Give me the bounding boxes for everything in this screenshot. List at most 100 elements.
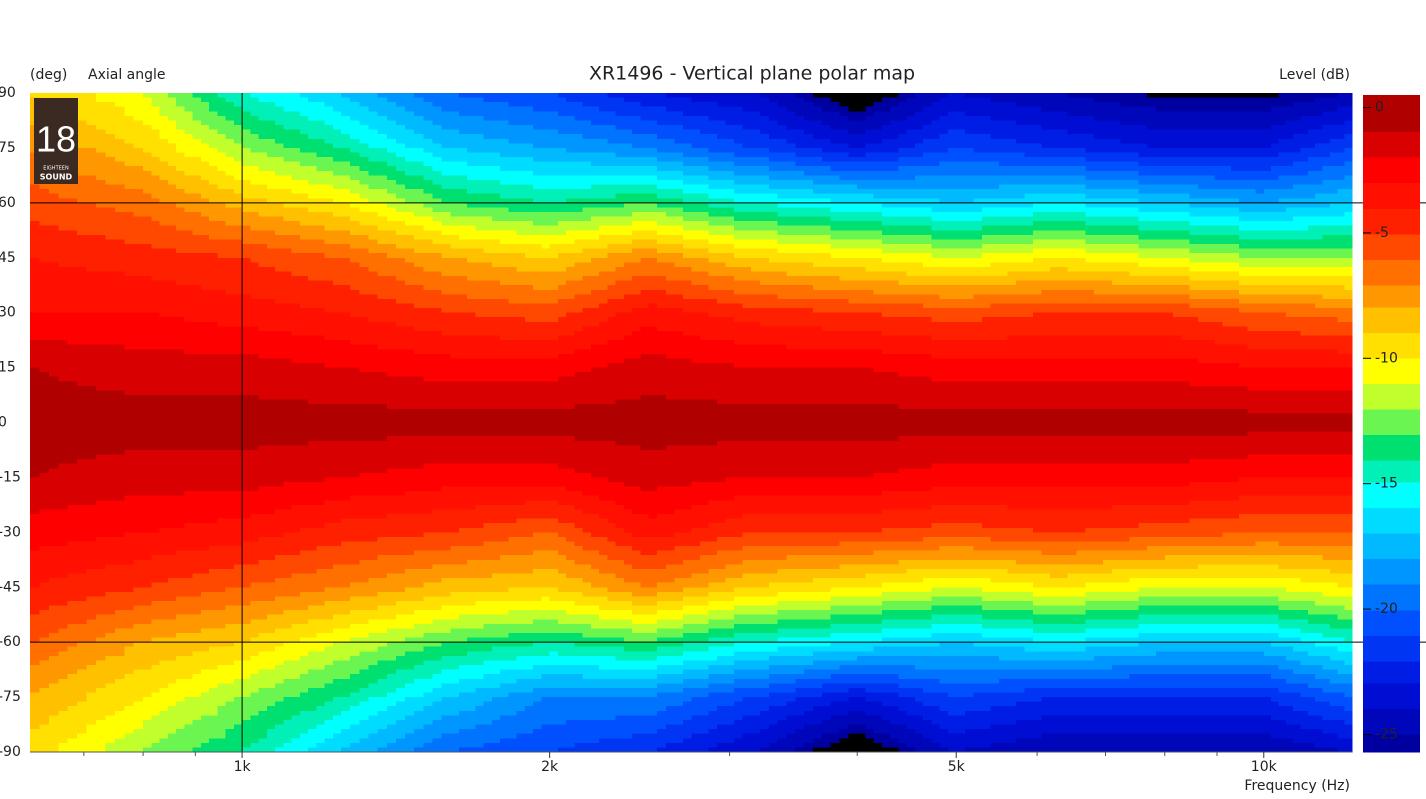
cell: [124, 134, 135, 140]
cell: [332, 106, 342, 112]
cell: [691, 234, 701, 241]
cell: [665, 253, 675, 259]
cell: [557, 207, 567, 213]
cell: [865, 115, 875, 122]
cell: [258, 152, 268, 158]
cell: [1285, 175, 1294, 181]
cell: [1007, 170, 1017, 176]
cell: [167, 143, 177, 149]
cell: [467, 221, 476, 227]
cell: [30, 193, 41, 199]
cell: [1164, 147, 1174, 154]
cell: [1263, 97, 1272, 103]
cell: [95, 230, 106, 236]
cell: [39, 225, 50, 231]
cell: [1085, 138, 1095, 144]
cell: [1214, 134, 1224, 140]
cell: [291, 106, 301, 112]
cell: [795, 225, 805, 231]
cell: [233, 193, 243, 199]
cell: [151, 225, 161, 231]
cell: [368, 202, 379, 209]
cell: [275, 157, 284, 163]
cell: [368, 134, 379, 140]
cell: [751, 207, 761, 213]
cell: [804, 166, 814, 172]
cell: [582, 134, 592, 140]
cell: [1085, 198, 1095, 204]
cell: [86, 97, 97, 103]
cell: [890, 170, 900, 176]
cell: [86, 166, 97, 172]
cell: [233, 93, 243, 99]
cell: [973, 106, 983, 112]
cell: [607, 221, 617, 227]
cell: [1307, 134, 1316, 140]
cell: [751, 152, 761, 158]
cell: [533, 138, 543, 144]
cell: [332, 157, 342, 163]
cell: [804, 97, 814, 103]
cell: [848, 234, 858, 241]
cell: [475, 115, 485, 122]
cell: [368, 125, 379, 131]
cell: [708, 125, 718, 131]
cell: [1016, 161, 1026, 167]
cell: [491, 120, 501, 126]
cell: [557, 248, 567, 254]
cell: [760, 216, 770, 222]
cell: [1033, 166, 1043, 172]
cell: [1271, 166, 1280, 172]
cell: [760, 207, 770, 213]
cell: [395, 253, 406, 259]
cell: [1085, 129, 1095, 135]
cell: [377, 134, 388, 140]
cell: [1189, 115, 1199, 122]
cell: [143, 106, 152, 112]
cell: [1239, 129, 1248, 135]
cell: [590, 97, 600, 103]
cell: [200, 207, 210, 213]
cell: [1173, 147, 1182, 154]
cell: [848, 129, 858, 135]
cell: [682, 239, 692, 245]
cell: [368, 147, 379, 154]
cell: [1164, 184, 1174, 190]
cell: [1255, 184, 1265, 190]
cell: [1024, 147, 1034, 154]
cell: [500, 157, 509, 163]
cell: [483, 138, 493, 144]
cell: [1278, 97, 1287, 103]
cell: [640, 198, 650, 204]
cell: [898, 221, 908, 227]
cell: [1050, 106, 1060, 112]
cell: [316, 166, 326, 172]
cell: [500, 216, 509, 222]
cell: [1111, 111, 1122, 117]
cell: [217, 216, 227, 222]
cell: [708, 161, 718, 167]
cell: [225, 129, 235, 135]
cell: [760, 193, 770, 199]
cell: [184, 225, 194, 231]
cell: [873, 138, 883, 144]
cell: [200, 184, 210, 190]
cell: [458, 253, 468, 259]
cell: [450, 102, 460, 108]
cell: [225, 134, 235, 140]
cell: [1058, 106, 1069, 112]
cell: [906, 102, 916, 108]
cell: [699, 166, 710, 172]
cell: [914, 106, 924, 112]
cell: [516, 239, 526, 245]
cell: [890, 138, 900, 144]
cell: [95, 211, 106, 218]
cell: [1024, 102, 1034, 108]
cell: [981, 184, 991, 190]
cell: [114, 253, 125, 259]
cell: [266, 125, 276, 131]
cell: [458, 138, 468, 144]
cell: [1337, 170, 1346, 176]
cell: [124, 97, 135, 103]
cell: [699, 179, 710, 186]
